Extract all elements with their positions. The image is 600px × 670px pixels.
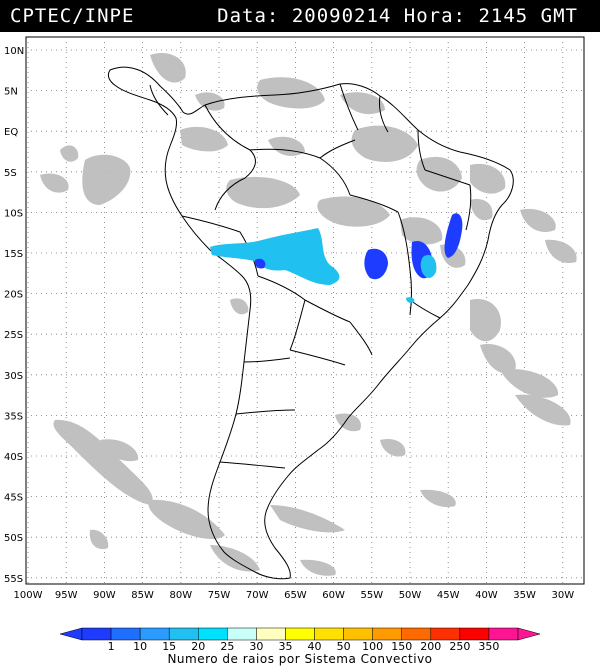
satellite-map: 10N5NEQ5S10S15S20S25S30S35S40S45S50S55S … xyxy=(4,36,585,652)
legend-tick-label: 1 xyxy=(108,640,115,652)
lat-label: 30S xyxy=(4,371,23,382)
legend-tick-label: 100 xyxy=(362,640,383,652)
lon-label: 80W xyxy=(169,590,192,601)
lat-label: 10N xyxy=(4,46,24,57)
legend-tick-labels: 1 10 15 20 25 30 35 40 50 100 150 200 250 350 xyxy=(108,640,500,652)
legend-tick-label: 40 xyxy=(308,640,322,652)
convective-system xyxy=(254,258,266,269)
legend-arrow-low xyxy=(59,627,83,641)
lon-label: 100W xyxy=(14,590,43,601)
legend-tick-label: 50 xyxy=(337,640,351,652)
time-label: Hora: xyxy=(403,5,466,27)
lat-label: 15S xyxy=(4,249,23,260)
convective-system xyxy=(364,248,388,280)
legend-arrow-high xyxy=(517,627,541,641)
lon-label: 35W xyxy=(513,590,536,601)
legend-swatch xyxy=(139,627,170,641)
convective-system xyxy=(210,228,340,285)
legend-swatch xyxy=(372,627,402,641)
legend-swatch xyxy=(81,627,112,641)
legend-swatch xyxy=(488,627,519,641)
legend-swatch xyxy=(110,627,141,641)
legend-tick-label: 15 xyxy=(162,640,176,652)
map-frame xyxy=(25,36,585,585)
timezone: GMT xyxy=(540,5,578,27)
legend-swatch xyxy=(198,627,228,641)
lat-label: 50S xyxy=(4,533,23,544)
legend-swatch xyxy=(314,627,344,641)
legend-tick-label: 150 xyxy=(391,640,412,652)
convective-system xyxy=(420,254,437,278)
legend-tick-label: 10 xyxy=(133,640,147,652)
lon-label: 55W xyxy=(360,590,383,601)
legend-swatch xyxy=(285,627,315,641)
legend-caption: Numero de raios por Sistema Convectivo xyxy=(167,652,433,666)
latitude-labels: 10N 5N EQ 5S 10S 15S 20S 25S 30S 35S 40S 45S 50S 55S xyxy=(4,46,24,585)
lat-label: 55S xyxy=(4,574,23,585)
lat-label: 20S xyxy=(4,290,23,301)
lat-label: 5N xyxy=(4,87,18,98)
lat-label: 25S xyxy=(4,330,23,341)
lat-label: EQ xyxy=(4,127,18,138)
legend-swatch xyxy=(256,627,286,641)
legend-swatch xyxy=(430,627,461,641)
convective-systems xyxy=(210,213,463,303)
legend-tick-label: 200 xyxy=(420,640,441,652)
lat-label: 35S xyxy=(4,411,23,422)
lat-label: 45S xyxy=(4,493,23,504)
time-value: 2145 xyxy=(478,5,529,27)
legend-tick-label: 30 xyxy=(249,640,263,652)
longitude-labels: 100W 95W 90W 85W 80W 75W 70W 65W 60W 55W 50W 45W 40W… xyxy=(14,590,575,601)
convective-system xyxy=(444,213,463,258)
legend-swatch xyxy=(401,627,432,641)
legend-swatch xyxy=(459,627,490,641)
legend-tick-label: 25 xyxy=(220,640,234,652)
lon-label: 45W xyxy=(437,590,460,601)
date-label: Data: xyxy=(217,5,280,27)
lat-label: 10S xyxy=(4,208,23,219)
datetime-label: Data: 20090214 Hora: 2145 GMT xyxy=(217,5,578,27)
lon-label: 60W xyxy=(322,590,345,601)
lon-label: 90W xyxy=(93,590,116,601)
legend-tick-label: 20 xyxy=(191,640,205,652)
legend-tick-label: 350 xyxy=(478,640,499,652)
legend-swatch xyxy=(227,627,257,641)
lon-label: 50W xyxy=(399,590,422,601)
lat-label: 40S xyxy=(4,452,23,463)
legend-tick-label: 35 xyxy=(278,640,292,652)
lat-label: 5S xyxy=(4,168,17,179)
legend-swatch xyxy=(343,627,373,641)
legend-colorbar xyxy=(59,627,541,641)
lon-label: 85W xyxy=(131,590,154,601)
cloud-cover xyxy=(40,52,577,576)
lon-label: 70W xyxy=(246,590,269,601)
title-bar: CPTEC/INPE Data: 20090214 Hora: 2145 GMT xyxy=(0,0,600,32)
lon-label: 75W xyxy=(208,590,231,601)
date-value: 20090214 xyxy=(291,5,392,27)
lon-label: 95W xyxy=(55,590,78,601)
convective-system xyxy=(406,297,415,303)
lon-label: 30W xyxy=(551,590,574,601)
legend-tick-label: 250 xyxy=(449,640,470,652)
lon-label: 40W xyxy=(475,590,498,601)
legend-swatch xyxy=(168,627,199,641)
lon-label: 65W xyxy=(284,590,307,601)
source-label: CPTEC/INPE xyxy=(10,5,135,27)
